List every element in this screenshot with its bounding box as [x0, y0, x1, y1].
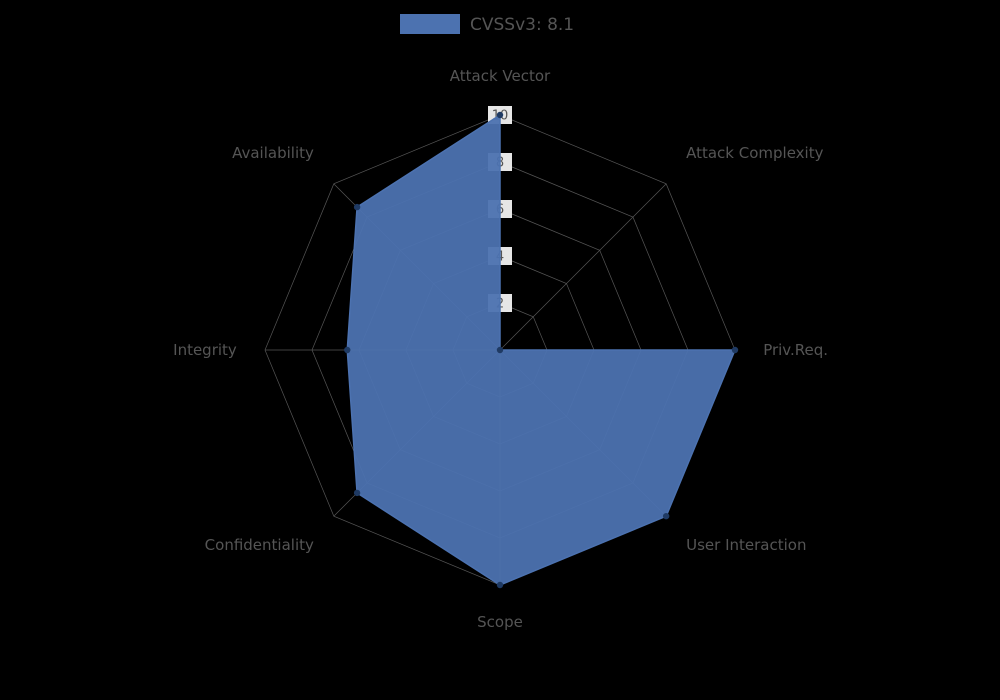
cvss-radar-chart: 246810Attack VectorAttack ComplexityPriv…	[0, 0, 1000, 700]
axis-label: Integrity	[173, 341, 237, 359]
legend-label: CVSSv3: 8.1	[470, 15, 574, 35]
series-marker	[497, 112, 503, 118]
series-marker	[732, 347, 738, 353]
axis-label: Attack Vector	[450, 67, 551, 85]
series-marker	[663, 513, 669, 519]
axis-label: Scope	[477, 613, 523, 631]
series-marker	[497, 347, 503, 353]
series-marker	[344, 347, 350, 353]
axis-label: User Interaction	[686, 536, 806, 554]
axis-label: Availability	[232, 144, 314, 162]
legend-swatch	[400, 14, 460, 34]
axis-label: Confidentiality	[205, 536, 314, 554]
axis-label: Priv.Req.	[763, 341, 828, 359]
radar-series	[344, 112, 738, 588]
series-marker	[354, 490, 360, 496]
legend: CVSSv3: 8.1	[400, 14, 574, 35]
axis-label: Attack Complexity	[686, 144, 823, 162]
series-marker	[354, 204, 360, 210]
series-marker	[497, 582, 503, 588]
